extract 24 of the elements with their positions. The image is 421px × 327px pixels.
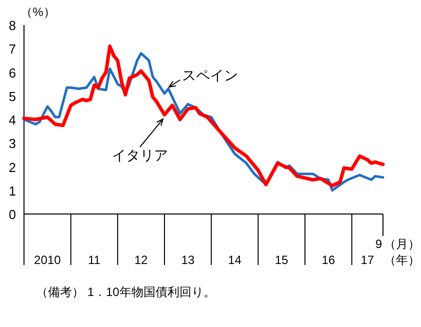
x-tick-label: 14 [228,253,242,267]
text: イタリア [112,147,168,163]
y-tick-label: 7 [8,42,16,57]
text: （月） [384,237,420,251]
x-tick-label: 13 [181,253,195,267]
x-tick-label: 11 [88,253,101,267]
x-tick-label: 15 [274,253,289,267]
y-tick-label: 4 [8,112,16,128]
y-tick-label: 1 [8,183,16,198]
text: 9 [375,237,382,251]
y-tick-label: 8 [8,18,16,33]
x-tick-label: 16 [322,253,336,267]
series-label: スペイン [182,67,238,83]
x-tick-label: 17 [360,253,374,267]
y-tick-label: 5 [8,88,16,104]
text: （備考） 1．10年物国債利回り。 [36,285,216,299]
y-tick-label: 0 [8,207,16,222]
y-tick-label: 2 [8,160,16,175]
x-tick-label: 12 [134,253,148,267]
x-axis-title: （年） [384,253,420,267]
y-axis-title: （%） [20,5,56,19]
y-tick-label: 6 [8,65,16,80]
y-tick-label: 3 [8,136,16,152]
x-tick-label: 2010 [34,253,62,267]
